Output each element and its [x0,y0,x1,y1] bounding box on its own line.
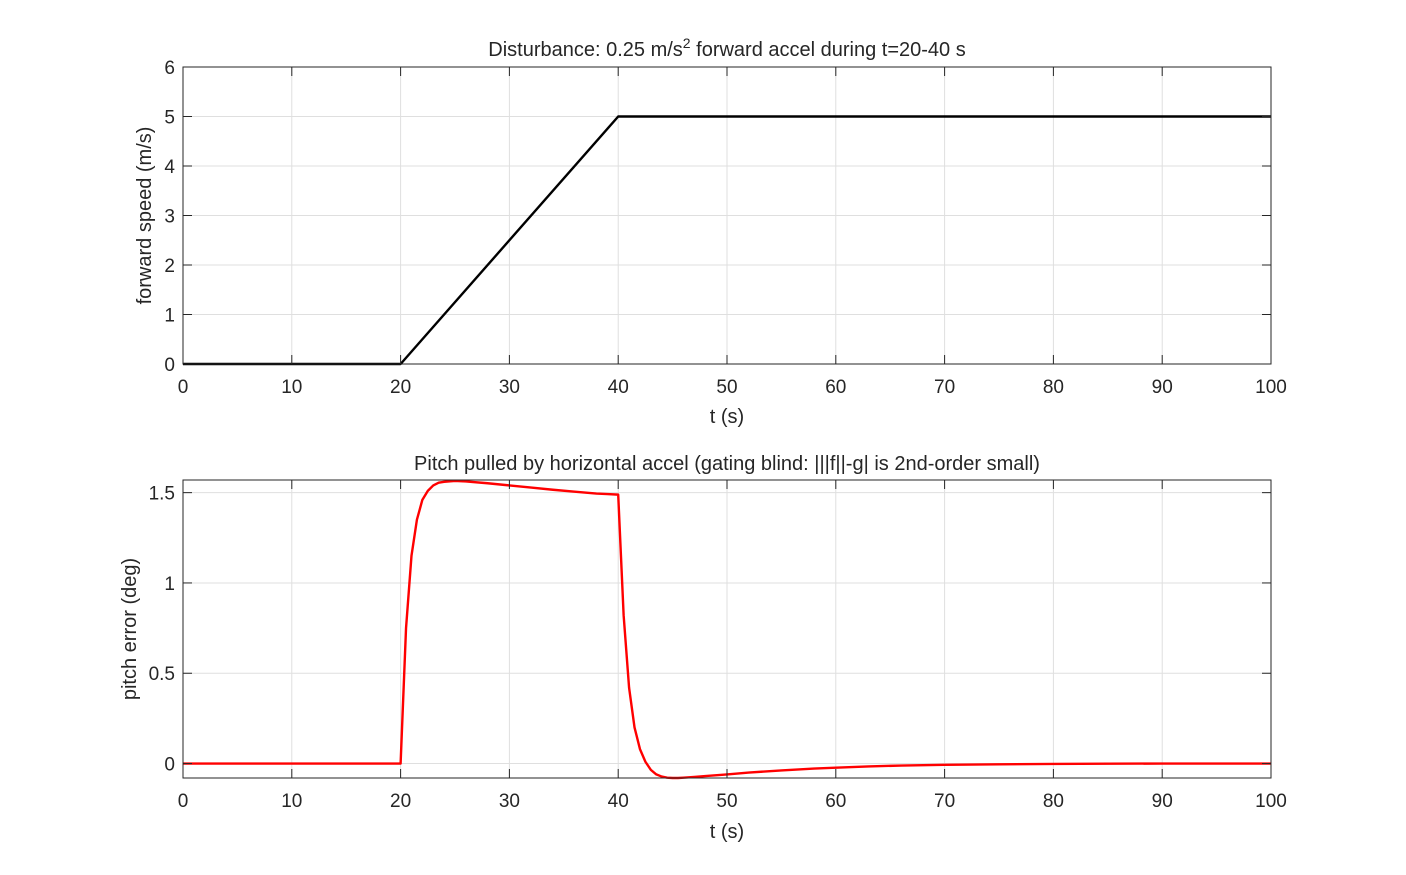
title-rest: forward accel during t=20-40 s [691,39,966,61]
x-tick-label: 100 [1255,377,1287,398]
x-tick-label: 40 [608,791,629,812]
y-tick-label: 0.5 [149,664,175,685]
data-line [183,479,1271,780]
x-tick-label: 80 [1043,377,1064,398]
y-tick-label: 2 [164,256,175,277]
y-tick-label: 1 [164,574,175,595]
y-tick-label: 6 [164,58,175,79]
x-tick-label: 0 [178,377,189,398]
x-tick-label: 0 [178,791,189,812]
x-tick-label: 70 [934,377,955,398]
y-tick-label: 1.5 [149,484,175,505]
x-tick-label: 10 [281,377,302,398]
y-tick-label: 5 [164,108,175,129]
x-tick-label: 30 [499,791,520,812]
y-tick-label: 0 [164,355,175,376]
x-tick-label: 40 [608,377,629,398]
chart-title: Disturbance: 0.25 m/s2 forward accel dur… [488,35,965,61]
y-axis-label: forward speed (m/s) [134,127,156,305]
y-tick-label: 1 [164,306,175,327]
x-axis-label: t (s) [710,406,744,428]
x-tick-label: 20 [390,791,411,812]
speed-subplot: 0 10 20 30 40 50 60 70 80 90 100 0 1 2 3 4 5 6 Disturbance… [134,35,1287,428]
x-tick-label: 80 [1043,791,1064,812]
title-superscript: 2 [683,35,691,51]
chart-title: Pitch pulled by horizontal accel (gating… [414,453,1040,475]
x-tick-label: 60 [825,791,846,812]
pitch-subplot: 0 10 20 30 40 50 60 70 80 90 100 0 0.5 1 1.5 Pitch pull… [119,453,1287,843]
y-tick-label: 4 [164,157,175,178]
x-tick-label: 70 [934,791,955,812]
x-tick-label: 90 [1152,377,1173,398]
x-tick-label: 50 [716,791,737,812]
y-axis-label: pitch error (deg) [119,558,141,700]
x-tick-label: 10 [281,791,302,812]
x-tick-label: 90 [1152,791,1173,812]
y-tick-label: 3 [164,207,175,228]
x-axis-label: t (s) [710,821,744,843]
x-tick-label: 60 [825,377,846,398]
x-tick-label: 100 [1255,791,1287,812]
x-tick-label: 20 [390,377,411,398]
x-tick-label: 50 [716,377,737,398]
x-tick-label: 30 [499,377,520,398]
y-tick-label: 0 [164,755,175,776]
